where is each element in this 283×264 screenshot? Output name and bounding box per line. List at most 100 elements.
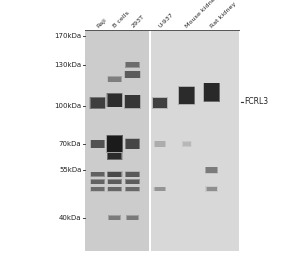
Bar <box>91 172 104 176</box>
Bar <box>108 76 122 82</box>
Bar <box>91 187 105 191</box>
Text: 293T: 293T <box>130 14 145 29</box>
Bar <box>153 98 167 108</box>
Text: 70kDa: 70kDa <box>59 141 82 147</box>
Bar <box>182 141 191 147</box>
Bar <box>207 187 217 191</box>
Bar <box>90 179 105 184</box>
Text: U-937: U-937 <box>158 12 175 29</box>
Bar <box>125 71 140 78</box>
Bar <box>108 215 121 220</box>
Bar <box>126 139 139 149</box>
Bar <box>91 180 105 184</box>
Bar <box>126 215 139 220</box>
Bar <box>108 172 121 177</box>
Bar <box>85 30 149 251</box>
Bar <box>90 140 105 148</box>
Bar <box>108 187 121 191</box>
Bar <box>154 141 166 147</box>
Bar <box>107 179 122 184</box>
Bar <box>151 30 239 251</box>
Text: Rat kidney: Rat kidney <box>210 1 237 29</box>
Bar <box>90 97 105 109</box>
Text: Raji: Raji <box>96 17 108 29</box>
Bar <box>125 186 140 192</box>
Bar <box>154 141 166 147</box>
Bar <box>125 62 140 68</box>
Bar <box>125 187 140 191</box>
Bar <box>125 172 140 177</box>
Bar <box>90 172 105 177</box>
Bar <box>155 187 165 191</box>
Bar <box>107 153 122 160</box>
Bar <box>108 180 121 184</box>
Bar <box>106 135 123 153</box>
Bar <box>126 187 139 191</box>
Text: 100kDa: 100kDa <box>54 103 82 109</box>
Bar <box>91 98 105 108</box>
Text: 170kDa: 170kDa <box>54 33 82 39</box>
Bar <box>107 93 122 107</box>
Text: Mouse kidney: Mouse kidney <box>185 0 220 29</box>
Bar <box>107 153 123 160</box>
Bar <box>107 171 123 177</box>
Bar <box>125 95 140 108</box>
Bar <box>155 141 165 147</box>
Bar <box>108 94 122 107</box>
Bar <box>107 172 122 177</box>
Bar <box>205 167 218 173</box>
Bar <box>108 153 121 159</box>
Bar <box>91 180 104 184</box>
Bar <box>127 216 138 220</box>
Bar <box>125 139 140 149</box>
Bar <box>125 179 140 184</box>
Bar <box>106 93 123 107</box>
Bar <box>205 186 218 192</box>
Bar <box>107 135 123 152</box>
Text: 130kDa: 130kDa <box>54 62 82 68</box>
Bar <box>183 142 191 146</box>
Bar <box>154 187 166 191</box>
Bar <box>90 186 105 192</box>
Bar <box>107 136 122 152</box>
Bar <box>89 97 106 109</box>
Text: 40kDa: 40kDa <box>59 215 82 221</box>
Bar <box>125 138 140 149</box>
Bar <box>204 83 220 102</box>
Bar <box>108 77 121 82</box>
Bar <box>125 71 140 78</box>
Bar <box>179 87 194 104</box>
Bar <box>107 76 122 82</box>
Bar <box>153 187 166 191</box>
Bar <box>108 187 122 191</box>
Bar <box>153 98 167 108</box>
Bar <box>206 187 217 191</box>
Bar <box>107 186 122 192</box>
Bar <box>124 70 141 78</box>
Bar <box>152 97 168 109</box>
Bar <box>91 140 105 148</box>
Bar <box>206 167 217 173</box>
Bar <box>182 141 192 147</box>
Bar <box>204 83 219 101</box>
Bar <box>179 87 195 104</box>
Bar <box>125 171 140 177</box>
Bar <box>91 140 104 148</box>
Bar <box>108 180 122 184</box>
Bar <box>203 83 220 102</box>
Bar <box>178 86 195 105</box>
Bar <box>126 62 139 67</box>
Bar <box>205 167 218 174</box>
Bar <box>124 95 141 109</box>
Text: 55kDa: 55kDa <box>59 167 82 173</box>
Bar <box>126 172 139 177</box>
Bar <box>91 172 105 177</box>
Bar <box>126 215 139 220</box>
Bar <box>109 216 120 220</box>
Bar <box>126 180 139 184</box>
Text: B cells: B cells <box>113 11 131 29</box>
Bar <box>108 215 121 220</box>
Bar <box>125 179 140 184</box>
Bar <box>125 62 140 68</box>
Text: FCRL3: FCRL3 <box>244 97 268 106</box>
